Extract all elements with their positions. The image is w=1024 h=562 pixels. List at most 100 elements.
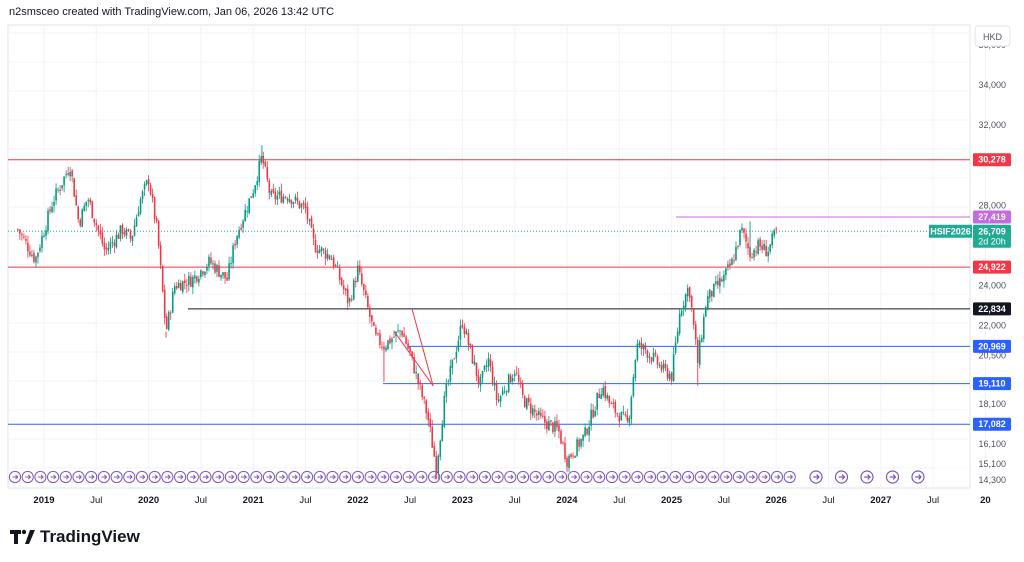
candle-body <box>419 382 421 385</box>
event-arrow-icon <box>393 474 400 480</box>
candle-body <box>479 377 482 386</box>
candle-body <box>570 454 572 457</box>
event-arrow-icon <box>609 474 616 480</box>
candle-body <box>91 201 94 218</box>
candle-body <box>367 296 369 308</box>
candle-body <box>137 212 140 217</box>
candle-body <box>51 206 53 213</box>
candle-body <box>604 385 607 398</box>
candle-body <box>616 413 619 415</box>
candle-body <box>288 198 291 202</box>
candle-body <box>757 240 759 254</box>
candle-body <box>771 233 773 246</box>
event-arrow-icon <box>533 474 540 480</box>
candle-body <box>354 280 357 283</box>
event-arrow-icon <box>88 474 95 480</box>
price-tick-label: 34,000 <box>978 80 1006 90</box>
chart-attribution: n2smsceo created with TradingView.com, J… <box>9 6 335 18</box>
candle-body <box>773 230 775 236</box>
price-tick-label: 16,100 <box>978 439 1006 449</box>
candle-body <box>745 233 747 242</box>
candle-body <box>660 365 663 371</box>
event-arrow-icon <box>520 474 527 480</box>
candle-body <box>173 286 176 294</box>
candle-body <box>642 344 645 350</box>
event-arrow-icon <box>304 474 311 480</box>
candle-body <box>517 374 520 382</box>
candle-body <box>761 245 763 250</box>
candle-body <box>210 257 212 264</box>
candle-body <box>636 343 639 361</box>
time-tick-label: 20 <box>980 495 991 506</box>
symbol-name: HSIF2026 <box>930 226 971 236</box>
candle-body <box>536 413 538 416</box>
candle-body <box>505 391 508 393</box>
candle-body <box>334 265 337 267</box>
candle-body <box>568 455 570 469</box>
candle-body <box>266 166 269 180</box>
price-tick-label: 15,100 <box>978 459 1006 469</box>
event-arrow-icon <box>838 474 846 480</box>
candle-body <box>658 364 661 367</box>
candle-body <box>177 282 180 288</box>
candle-body <box>340 278 343 286</box>
event-arrow-icon <box>634 474 641 480</box>
event-arrow-icon <box>418 474 425 480</box>
candle-body <box>606 394 609 399</box>
candle-body <box>399 330 401 332</box>
event-arrow-icon <box>355 474 362 480</box>
candle-body <box>381 346 383 348</box>
candle-body <box>75 195 77 206</box>
candle-body <box>200 270 202 278</box>
candle-body <box>443 395 446 427</box>
time-tick-label: 2021 <box>243 495 265 506</box>
candle-body <box>562 442 564 444</box>
candle-body <box>682 305 685 309</box>
event-arrow-icon <box>291 474 298 480</box>
candle-body <box>113 242 116 246</box>
candle-body <box>169 312 172 314</box>
candle-body <box>435 456 438 475</box>
candle-body <box>731 258 733 266</box>
candle-body <box>198 278 200 283</box>
candle-body <box>696 339 699 363</box>
event-arrow-icon <box>368 474 375 480</box>
candle-body <box>202 271 204 275</box>
price-tick-label: 22,000 <box>978 321 1006 331</box>
event-arrow-icon <box>469 474 476 480</box>
candle-body <box>262 155 265 164</box>
tradingview-branding[interactable]: TradingView <box>10 526 140 548</box>
tradingview-logo-icon <box>10 529 35 544</box>
candle-body <box>690 295 693 308</box>
event-arrow-icon <box>571 474 578 480</box>
candle-body <box>224 272 226 279</box>
candle-body <box>747 243 749 249</box>
event-arrow-icon <box>749 474 756 480</box>
candle-body <box>85 201 88 206</box>
candle-body <box>495 382 498 400</box>
candle-body <box>109 242 112 249</box>
candle-body <box>564 442 566 460</box>
candle-body <box>489 359 492 367</box>
candle-body <box>441 424 444 442</box>
candle-body <box>99 230 102 235</box>
time-tick-label: Jul <box>404 495 416 506</box>
event-arrow-icon <box>545 474 552 480</box>
time-tick-label: 2025 <box>661 495 683 506</box>
candle-body <box>234 244 236 246</box>
candle-body <box>389 338 391 344</box>
candle-body <box>375 327 377 335</box>
candle-body <box>49 209 51 212</box>
candle-body <box>342 285 345 290</box>
time-tick-label: Jul <box>718 495 730 506</box>
candle-body <box>377 333 379 335</box>
candle-body <box>71 170 73 177</box>
candle-body <box>610 403 613 405</box>
level-price-value: 20,969 <box>978 341 1006 351</box>
candle-body <box>111 242 114 244</box>
candle-body <box>552 422 554 433</box>
trend-line[interactable] <box>411 309 434 386</box>
event-arrow-icon <box>787 474 794 480</box>
currency-button[interactable]: HKD <box>974 25 1011 47</box>
